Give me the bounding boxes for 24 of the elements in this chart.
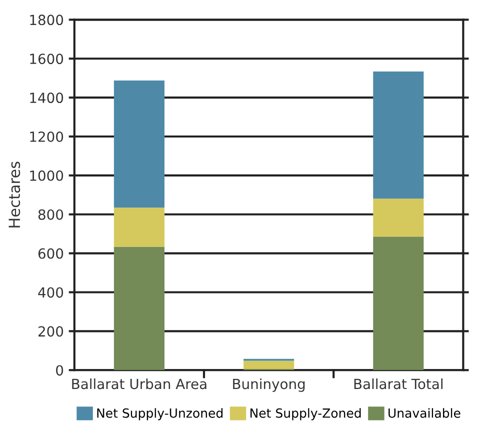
y-tick-label: 1200 bbox=[30, 131, 64, 142]
bar bbox=[373, 236, 424, 370]
bar bbox=[114, 80, 164, 208]
bar bbox=[373, 71, 424, 199]
y-axis-title: Hectares bbox=[8, 162, 20, 228]
bar bbox=[373, 198, 424, 237]
y-tick-label: 1800 bbox=[30, 14, 64, 26]
y-tick-label: 600 bbox=[38, 248, 64, 259]
x-tick-label: Buninyong bbox=[233, 378, 305, 392]
legend-label: Net Supply-Zoned bbox=[250, 408, 361, 420]
y-tick-label: 0 bbox=[56, 365, 64, 376]
y-tick-label: 800 bbox=[38, 209, 64, 220]
bar bbox=[114, 208, 164, 247]
legend-label: Net Supply-Unzoned bbox=[97, 408, 223, 420]
y-tick-label: 400 bbox=[38, 287, 64, 298]
y-tick-label: 1600 bbox=[30, 54, 64, 64]
x-tick-label: Ballarat Total bbox=[354, 378, 442, 390]
legend-label: Unavailable bbox=[388, 408, 460, 418]
bar bbox=[114, 246, 164, 370]
bar bbox=[244, 360, 294, 370]
y-tick-label: 1000 bbox=[30, 170, 64, 181]
x-tick-label: Ballarat Urban Area bbox=[72, 378, 206, 390]
y-tick-label: 200 bbox=[38, 326, 64, 337]
y-tick-label: 1400 bbox=[30, 92, 64, 104]
